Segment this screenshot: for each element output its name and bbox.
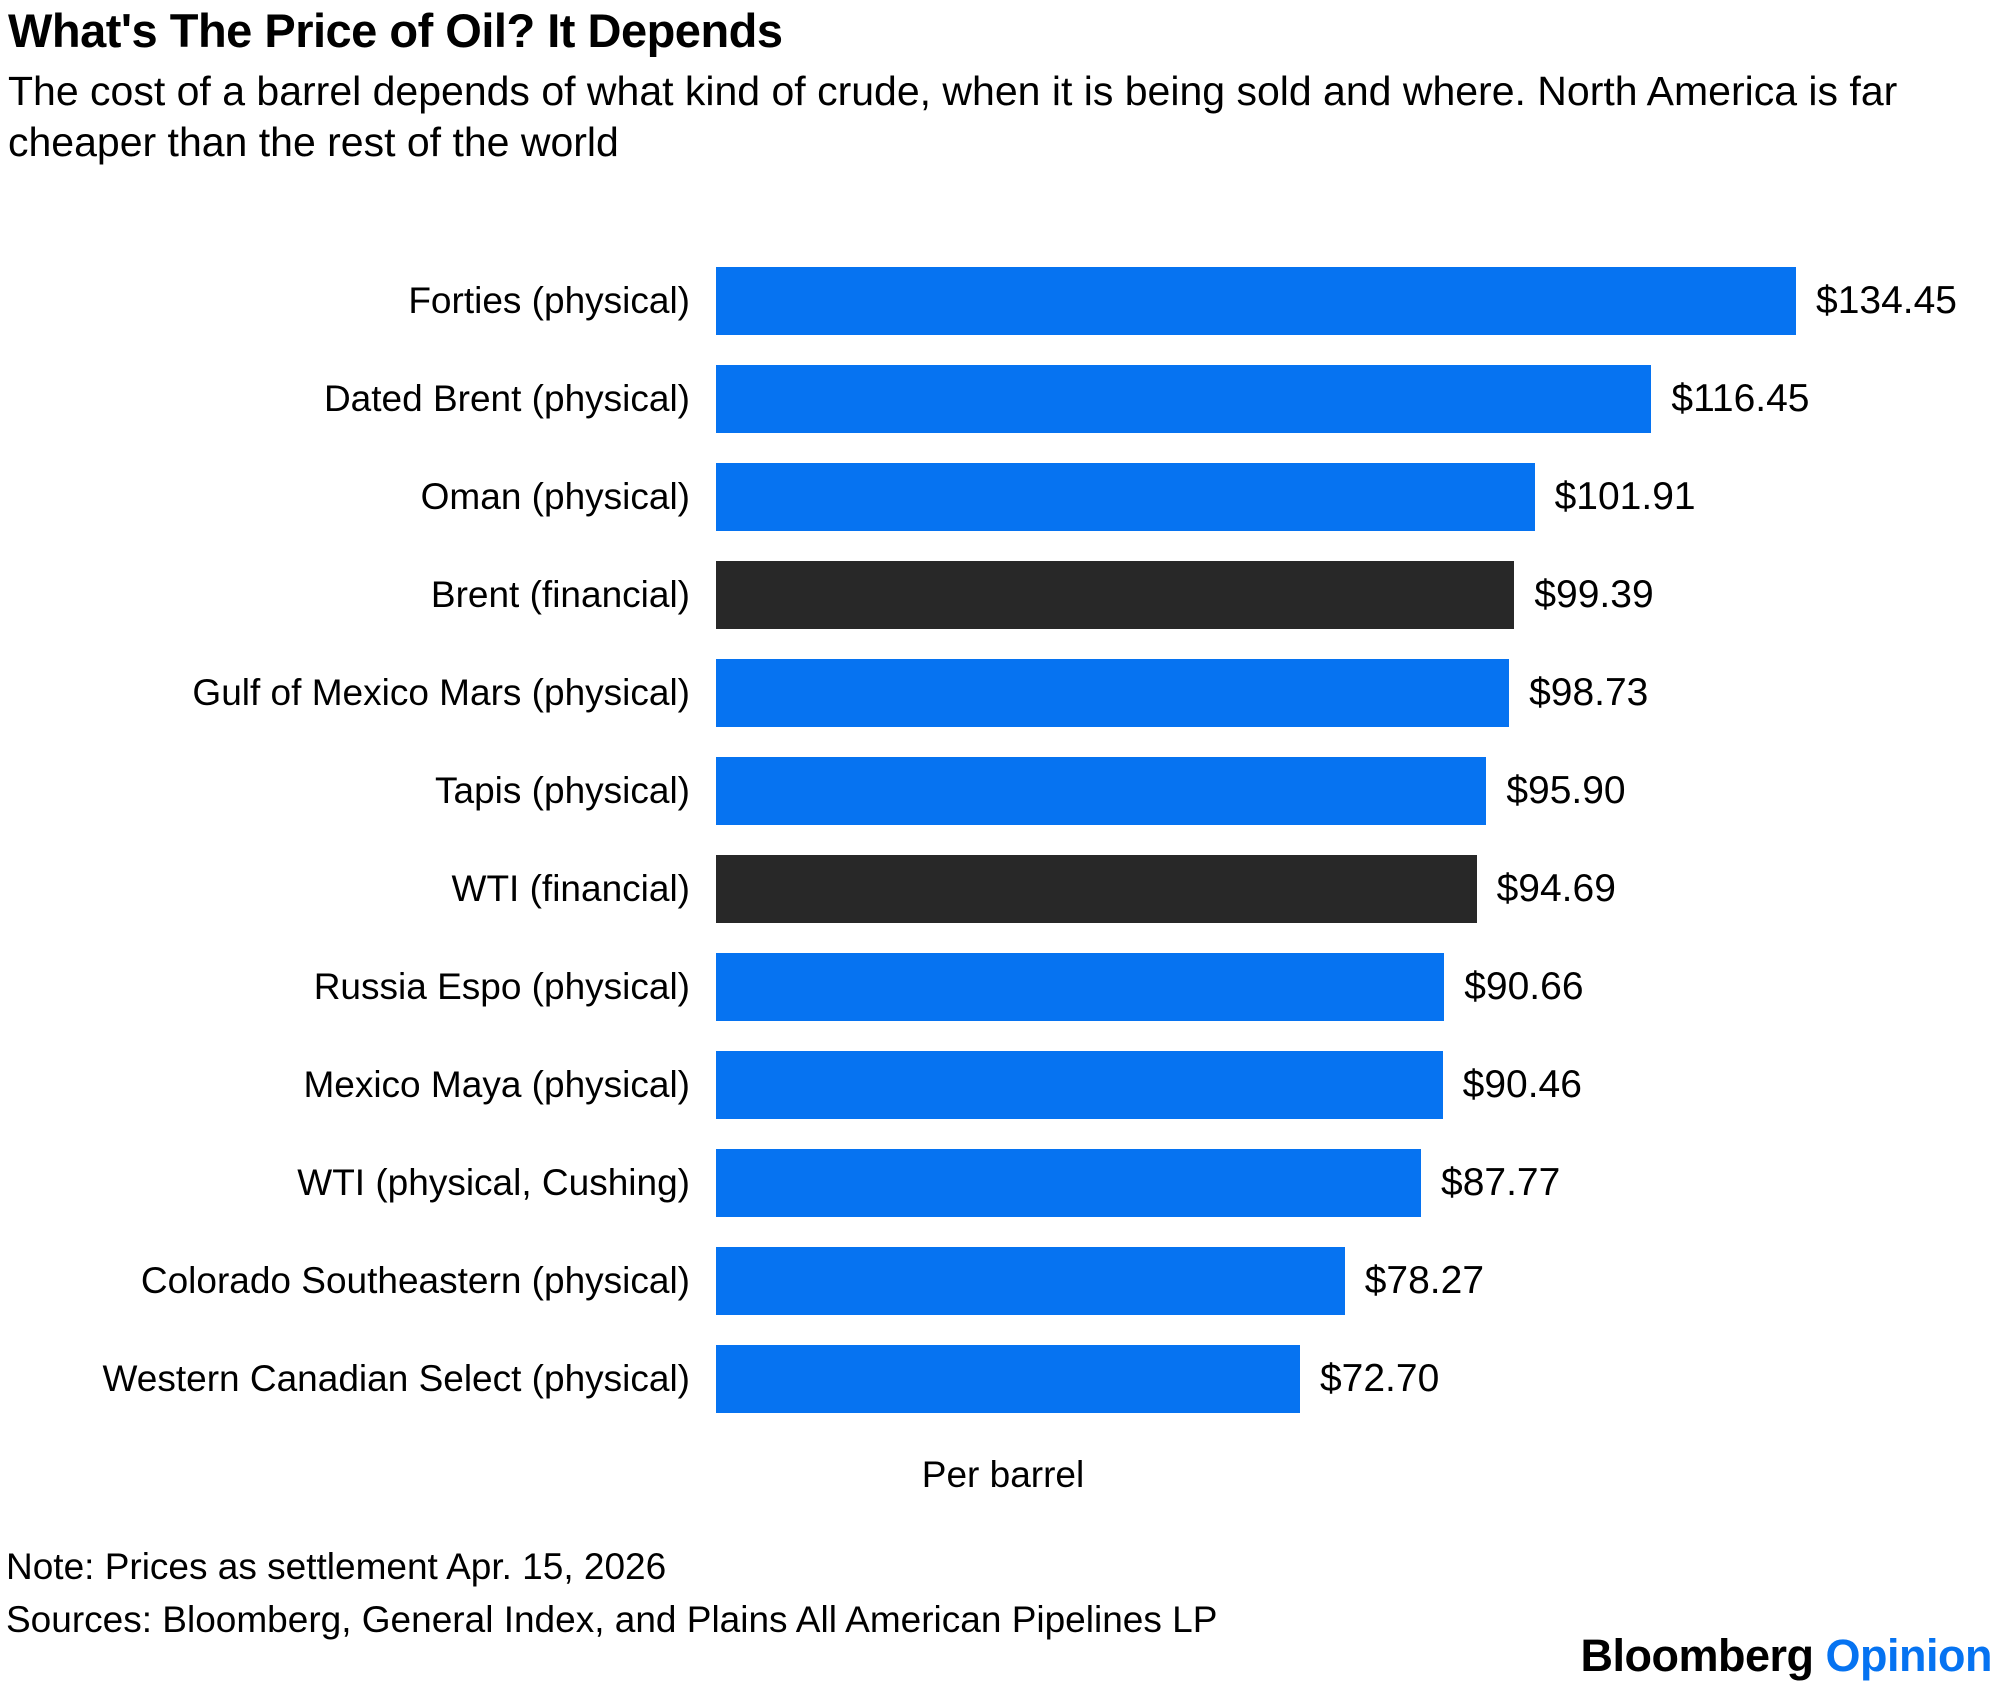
category-label: Brent (financial) [430,573,690,615]
bar [716,952,1445,1021]
chart-row: WTI (financial) $94.69 [0,840,2006,938]
chart-row: Russia Espo (physical) $90.66 [0,938,2006,1036]
bloomberg-opinion-logo: Bloomberg Opinion [1580,1630,1993,1682]
value-label: $98.73 [1529,670,1649,714]
value-label: $95.90 [1506,768,1626,812]
bar-zone: $78.27 [716,1232,2006,1330]
bar-zone: $116.45 [716,350,2006,448]
bar [716,1246,1345,1315]
bar-zone: $95.90 [716,742,2006,840]
brand-opinion: Opinion [1825,1630,1993,1681]
bar [716,462,1535,531]
category-label: Russia Espo (physical) [313,965,690,1007]
category-label: Tapis (physical) [435,769,690,811]
value-label: $94.69 [1496,866,1616,910]
bar-zone: $98.73 [716,644,2006,742]
bar-zone: $87.77 [716,1134,2006,1232]
category-label: Gulf of Mexico Mars (physical) [192,671,690,713]
bar [716,1050,1443,1119]
chart-row: Dated Brent (physical) $116.45 [0,350,2006,448]
value-label: $101.91 [1554,474,1696,518]
x-axis-label: Per barrel [921,1453,1085,1495]
bar-zone: $72.70 [716,1330,2006,1428]
bar-chart: Forties (physical) $134.45 Dated Brent (… [0,252,2006,1428]
bar [716,658,1510,727]
chart-row: Oman (physical) $101.91 [0,448,2006,546]
bar-zone: $94.69 [716,840,2006,938]
bar [716,854,1477,923]
bar-zone: $134.45 [716,252,2006,350]
bar [716,756,1487,825]
value-label: $90.46 [1462,1062,1582,1106]
value-label: $90.66 [1464,964,1584,1008]
bar [716,560,1515,629]
chart-row: Colorado Southeastern (physical) $78.27 [0,1232,2006,1330]
chart-row: Forties (physical) $134.45 [0,252,2006,350]
footnotes: Note: Prices as settlement Apr. 15, 2026… [6,1540,2006,1647]
value-label: $72.70 [1319,1356,1440,1400]
category-label: Forties (physical) [408,279,690,321]
bar-zone: $99.39 [716,546,2006,644]
bar-zone: $90.46 [716,1036,2006,1134]
chart-row: Gulf of Mexico Mars (physical) $98.73 [0,644,2006,742]
category-label: Oman (physical) [420,475,690,517]
page-subtitle: The cost of a barrel depends of what kin… [8,68,1898,165]
value-label: $134.45 [1816,278,1957,322]
category-label: Dated Brent (physical) [323,377,690,419]
chart-row: Brent (financial) $99.39 [0,546,2006,644]
value-label: $116.45 [1671,376,1810,420]
category-label: Colorado Southeastern (physical) [140,1259,690,1301]
chart-row: Tapis (physical) $95.90 [0,742,2006,840]
category-label: Mexico Maya (physical) [303,1063,690,1105]
value-label: $87.77 [1441,1160,1561,1204]
chart-row: WTI (physical, Cushing) $87.77 [0,1134,2006,1232]
chart-row: Mexico Maya (physical) $90.46 [0,1036,2006,1134]
value-label: $78.27 [1364,1258,1485,1302]
value-label: $99.39 [1534,572,1654,616]
bar [716,1344,1300,1413]
chart-row: Western Canadian Select (physical) $72.7… [0,1330,2006,1428]
brand-bloomberg: Bloomberg [1580,1630,1815,1681]
sources-line: Sources: Bloomberg, General Index, and P… [6,1599,1218,1641]
category-label: WTI (physical, Cushing) [297,1161,690,1203]
bar [716,266,1796,335]
bar-zone: $101.91 [716,448,2006,546]
bar [716,364,1652,433]
bar [716,1148,1422,1217]
page-title: What's The Price of Oil? It Depends [8,4,783,57]
note-line: Note: Prices as settlement Apr. 15, 2026 [6,1545,667,1587]
category-label: Western Canadian Select (physical) [102,1357,690,1399]
bar-zone: $90.66 [716,938,2006,1036]
category-label: WTI (financial) [451,867,690,909]
